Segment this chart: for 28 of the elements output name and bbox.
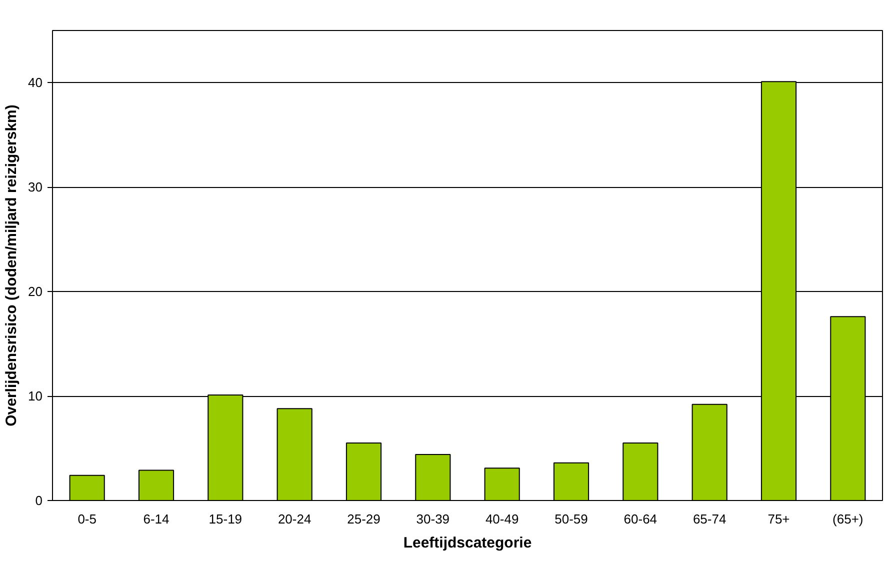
x-tick-label: 15-19 — [208, 512, 242, 526]
bar — [553, 462, 590, 500]
x-axis-title: Leeftijdscategorie — [403, 534, 532, 552]
x-tick-label: 75+ — [768, 512, 790, 526]
bar — [622, 442, 658, 500]
x-tick-label: 50-59 — [554, 512, 588, 526]
y-tick-label: 30 — [28, 180, 43, 195]
bar — [484, 468, 520, 500]
bar — [692, 404, 728, 500]
x-tick-label: 0-5 — [78, 512, 96, 526]
bar — [276, 408, 312, 500]
bar — [346, 442, 382, 500]
y-tick-label: 10 — [28, 388, 43, 404]
x-tick-label: 20-24 — [278, 512, 312, 526]
x-tick-label: 65-74 — [692, 512, 726, 526]
y-axis-title: Overlijdensrisico (doden/miljard reizigerskm) — [3, 104, 20, 426]
bar — [138, 470, 174, 500]
y-tick-label: 40 — [28, 75, 43, 90]
y-tick-label: 0 — [35, 493, 43, 508]
x-tick-label: 25-29 — [347, 512, 380, 526]
x-tick-label: (65+) — [832, 512, 864, 526]
y-tick-label: 20 — [28, 284, 43, 300]
x-tick-label: 40-49 — [485, 512, 519, 526]
bar — [69, 474, 105, 500]
x-tick-label: 6-14 — [143, 512, 170, 526]
x-tick-label: 60-64 — [624, 512, 658, 526]
x-tick-label: 30-39 — [416, 512, 450, 526]
bar — [415, 454, 451, 500]
